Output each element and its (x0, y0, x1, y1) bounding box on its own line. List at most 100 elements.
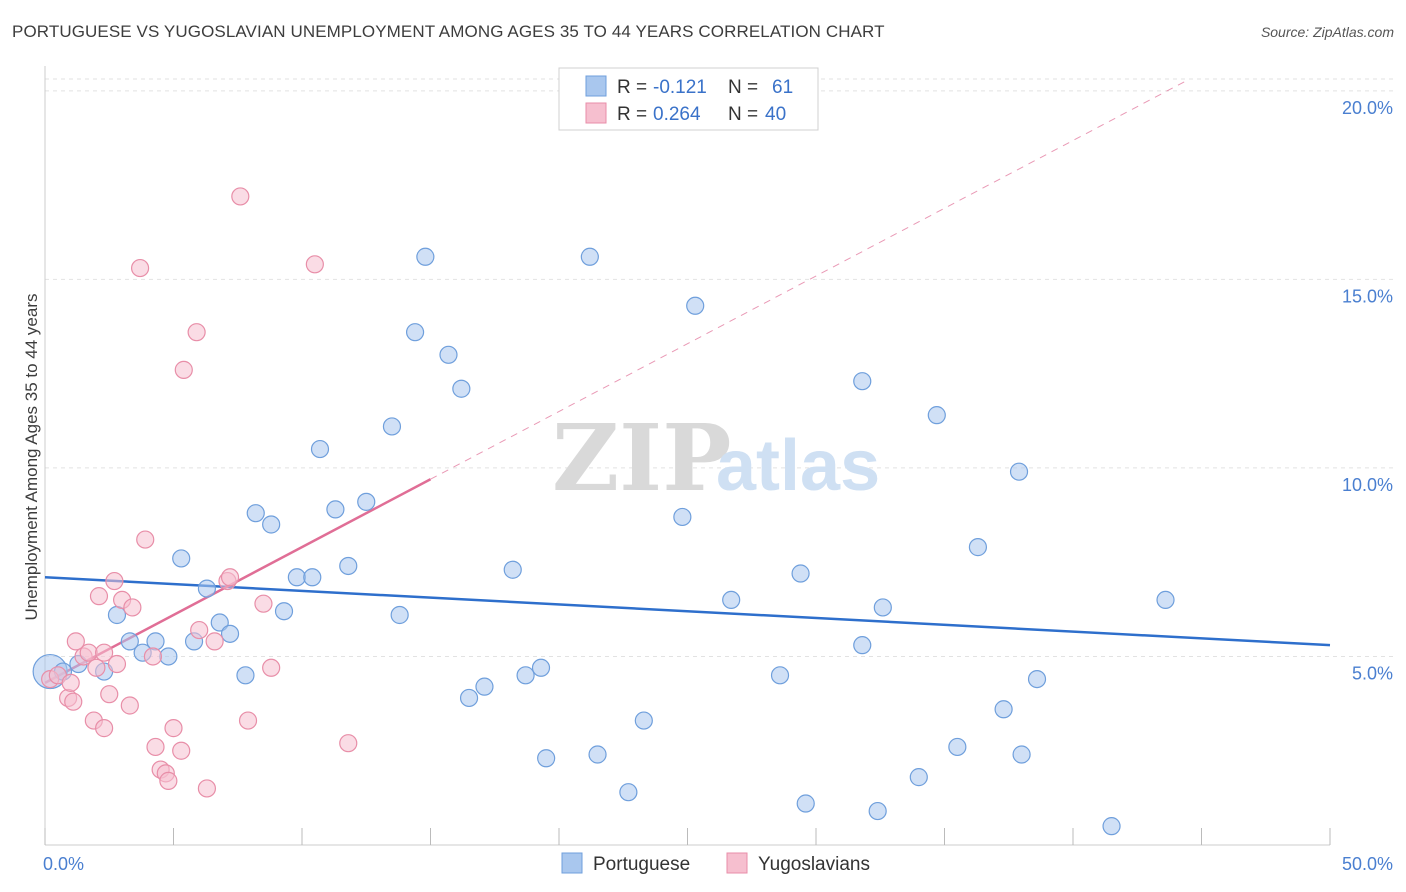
point-yugoslavians-4 (64, 692, 83, 711)
point-yugoslavians-31 (197, 779, 217, 798)
point-portuguese-4 (107, 605, 127, 625)
legend-swatch-portuguese (585, 75, 607, 97)
legend-r-value-0: -0.121 (653, 77, 707, 98)
watermark-atlas: atlas (716, 426, 880, 506)
y-axis-label: Unemployment Among Ages 35 to 44 years (22, 294, 41, 621)
point-yugoslavians-29 (187, 323, 206, 342)
point-portuguese-23 (357, 492, 376, 511)
point-portuguese-34 (531, 658, 551, 677)
point-yugoslavians-39 (305, 255, 324, 274)
legend-n-label-0: N = (728, 77, 758, 98)
point-portuguese-9 (172, 549, 191, 568)
point-portuguese-20 (310, 439, 330, 459)
point-yugoslavians-28 (174, 360, 193, 379)
point-yugoslavians-37 (254, 594, 273, 613)
point-portuguese-27 (416, 247, 435, 266)
point-yugoslavians-5 (66, 632, 85, 651)
point-portuguese-48 (868, 801, 887, 821)
point-portuguese-32 (503, 560, 522, 579)
x-tick-label-0: 0.0% (43, 854, 84, 874)
watermark: ZIP atlas (552, 404, 880, 512)
point-yugoslavians-25 (159, 771, 178, 790)
point-portuguese-28 (439, 345, 458, 364)
point-portuguese-16 (262, 515, 281, 534)
point-portuguese-41 (686, 296, 705, 315)
point-yugoslavians-9 (87, 658, 106, 677)
point-portuguese-29 (452, 379, 471, 398)
x-tick-label-1: 50.0% (1342, 854, 1393, 874)
legend-n-value-0: 61 (772, 77, 793, 98)
legend-r-value-1: 0.264 (653, 104, 701, 125)
point-portuguese-8 (159, 647, 178, 666)
point-portuguese-19 (303, 568, 322, 587)
point-portuguese-37 (588, 745, 607, 764)
point-portuguese-25 (405, 323, 425, 342)
point-portuguese-12 (210, 613, 229, 632)
point-portuguese-36 (580, 247, 599, 266)
point-yugoslavians-18 (123, 598, 142, 617)
point-yugoslavians-36 (238, 711, 258, 730)
point-yugoslavians-3 (61, 673, 80, 692)
legend-n-label-1: N = (728, 104, 758, 125)
point-yugoslavians-10 (95, 643, 114, 662)
point-portuguese-30 (459, 688, 479, 708)
point-portuguese-51 (927, 406, 946, 425)
point-portuguese-7 (146, 632, 165, 651)
point-yugoslavians-7 (79, 643, 98, 662)
data-points (32, 187, 1175, 836)
y-tick-label-1: 10.0% (1342, 475, 1393, 495)
point-yugoslavians-34 (220, 568, 240, 587)
point-portuguese-47 (853, 372, 872, 391)
point-portuguese-24 (382, 417, 402, 436)
trend-line-portuguese (44, 576, 1331, 647)
point-portuguese-13 (220, 624, 240, 643)
gridlines: 5.0% 10.0% 15.0% 20.0% (45, 78, 1394, 683)
point-portuguese-54 (994, 700, 1013, 719)
point-portuguese-38 (619, 783, 638, 802)
point-yugoslavians-30 (190, 620, 209, 640)
point-yugoslavians-27 (172, 741, 191, 760)
y-tick-label-2: 15.0% (1342, 286, 1393, 306)
chart-title: PORTUGUESE VS YUGOSLAVIAN UNEMPLOYMENT A… (12, 22, 885, 41)
point-portuguese-26 (390, 605, 409, 625)
point-yugoslavians-14 (105, 571, 124, 591)
point-portuguese-22 (339, 556, 358, 576)
point-yugoslavians-35 (231, 187, 250, 206)
bottom-legend: Portuguese Yugoslavians (561, 852, 870, 875)
point-portuguese-31 (475, 677, 494, 696)
point-yugoslavians-38 (262, 658, 281, 677)
legend-r-label-0: R = (617, 77, 647, 98)
bottom-legend-swatch-portuguese (561, 852, 583, 874)
y-axis-title: Unemployment Among Ages 35 to 44 years (22, 294, 41, 621)
point-portuguese-40 (673, 507, 692, 527)
point-portuguese-57 (1027, 669, 1047, 689)
point-yugoslavians-17 (120, 696, 139, 715)
point-yugoslavians-21 (143, 647, 163, 666)
point-portuguese-5 (120, 632, 139, 651)
point-portuguese-53 (968, 538, 988, 557)
watermark-zip: ZIP (552, 404, 731, 512)
chart-source: Source: ZipAtlas.com (1260, 24, 1394, 40)
point-portuguese-42 (722, 590, 741, 610)
point-portuguese-35 (537, 749, 556, 768)
point-yugoslavians-12 (95, 719, 114, 738)
point-portuguese-14 (236, 666, 255, 685)
point-portuguese-17 (274, 602, 294, 621)
point-portuguese-21 (326, 500, 345, 519)
point-portuguese-33 (516, 666, 535, 685)
legend-swatch-yugoslavians (585, 102, 607, 124)
point-portuguese-55 (1009, 462, 1029, 481)
point-yugoslavians-11 (89, 587, 109, 606)
y-tick-label-3: 20.0% (1342, 98, 1393, 118)
axes: 0.0% 50.0% (43, 66, 1393, 874)
bottom-legend-label-yugoslavians: Yugoslavians (758, 854, 870, 875)
point-yugoslavians-22 (146, 737, 165, 757)
point-portuguese-18 (287, 568, 306, 587)
point-portuguese-52 (948, 737, 967, 757)
point-portuguese-50 (909, 768, 928, 787)
bottom-legend-swatch-yugoslavians (726, 852, 748, 874)
point-portuguese-15 (246, 504, 265, 523)
bottom-legend-label-portuguese: Portuguese (593, 854, 690, 875)
legend: R = -0.121 N = 61 R = 0.264 N = 40 (558, 67, 819, 131)
